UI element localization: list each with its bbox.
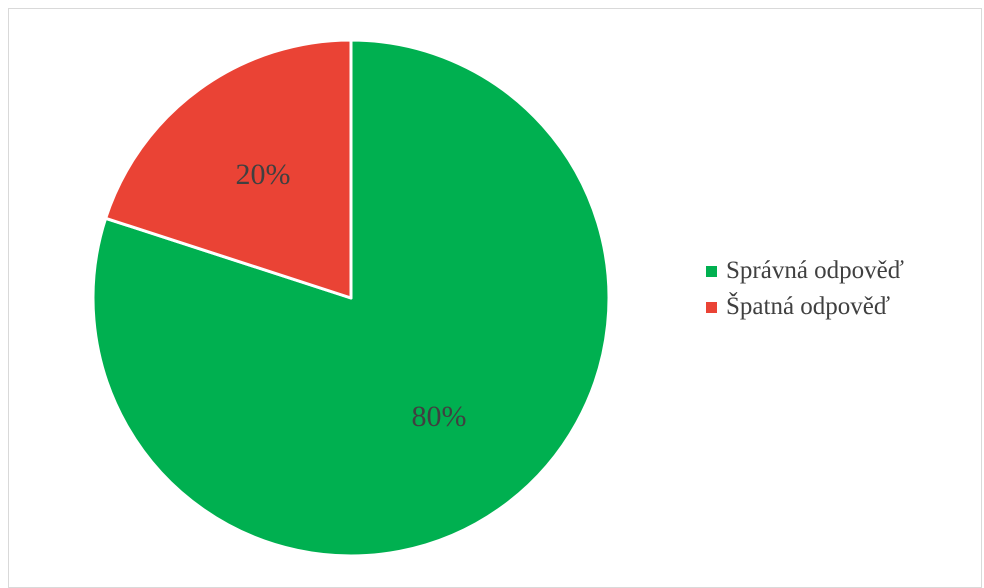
legend-swatch-green	[706, 265, 717, 277]
data-label-spravna-odpoved: 80%	[411, 400, 466, 433]
legend-label: Správná odpověď	[726, 257, 904, 284]
pie-slice-spatna-odpoved	[104, 38, 353, 300]
legend-label: Špatná odpověď	[726, 293, 891, 320]
legend: Správná odpověď Špatná odpověď	[706, 256, 904, 322]
legend-swatch-red	[706, 301, 717, 313]
pie-slice-spravna-odpoved	[91, 38, 611, 558]
data-label-spatna-odpoved: 20%	[236, 158, 291, 191]
legend-item-spatna-odpoved: Špatná odpověď	[706, 292, 904, 322]
legend-item-spravna-odpoved: Správná odpověď	[706, 256, 904, 286]
